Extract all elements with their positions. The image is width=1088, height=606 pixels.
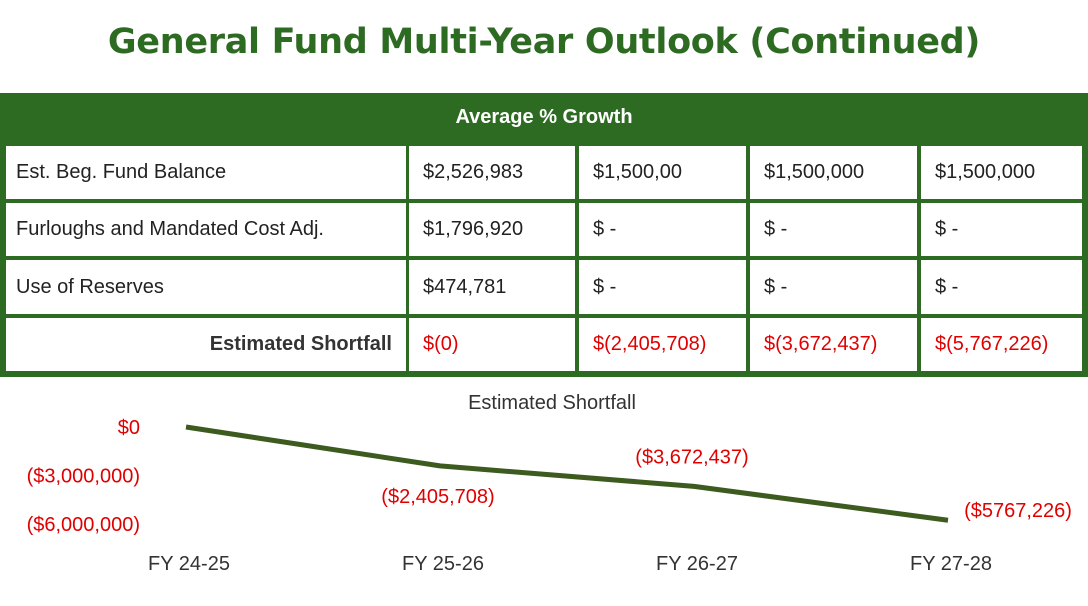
table-cell: $ - bbox=[921, 203, 1082, 256]
table-cell-shortfall: $(0) bbox=[409, 318, 575, 371]
row-label: Est. Beg. Fund Balance bbox=[6, 146, 406, 199]
page-title: General Fund Multi-Year Outlook (Continu… bbox=[107, 22, 981, 62]
table-cell: $ - bbox=[750, 260, 917, 314]
series-line bbox=[185, 424, 949, 523]
table-cell: $ - bbox=[579, 203, 746, 256]
x-tick-label: FY 27-28 bbox=[910, 553, 992, 575]
row-label: Furloughs and Mandated Cost Adj. bbox=[6, 203, 406, 256]
table-cell: $2,526,983 bbox=[409, 146, 575, 199]
y-tick-label: $0 bbox=[118, 417, 140, 439]
outlook-table: Average % Growth Est. Beg. Fund Balance … bbox=[0, 93, 1088, 377]
y-tick-label: ($3,000,000) bbox=[27, 466, 140, 488]
x-tick-label: FY 25-26 bbox=[402, 553, 484, 575]
table-cell-shortfall: $(5,767,226) bbox=[921, 318, 1082, 371]
row-label-shortfall: Estimated Shortfall bbox=[6, 318, 406, 371]
data-label: ($2,405,708) bbox=[381, 486, 494, 508]
chart-title: Estimated Shortfall bbox=[468, 392, 636, 414]
data-label: ($3,672,437) bbox=[635, 446, 748, 468]
table-cell: $1,500,000 bbox=[921, 146, 1082, 199]
x-tick-label: FY 26-27 bbox=[656, 553, 738, 575]
table-header: Average % Growth bbox=[455, 106, 633, 128]
shortfall-chart: Estimated Shortfall $0 ($3,000,000) ($6,00… bbox=[27, 392, 1072, 575]
table-cell: $1,796,920 bbox=[409, 203, 575, 256]
table-cell: $1,500,000 bbox=[750, 146, 917, 199]
table-cell-shortfall: $(2,405,708) bbox=[579, 318, 746, 371]
table-cell-shortfall: $(3,672,437) bbox=[750, 318, 917, 371]
table-cell: $ - bbox=[750, 203, 917, 256]
table-cell: $474,781 bbox=[409, 260, 575, 314]
table-cell: $ - bbox=[921, 260, 1082, 314]
row-label: Use of Reserves bbox=[6, 260, 406, 314]
table-cell: $1,500,00 bbox=[579, 146, 746, 199]
x-tick-label: FY 24-25 bbox=[148, 553, 230, 575]
table-cell: $ - bbox=[579, 260, 746, 314]
data-label: ($5767,226) bbox=[964, 500, 1072, 522]
y-tick-label: ($6,000,000) bbox=[27, 514, 140, 536]
